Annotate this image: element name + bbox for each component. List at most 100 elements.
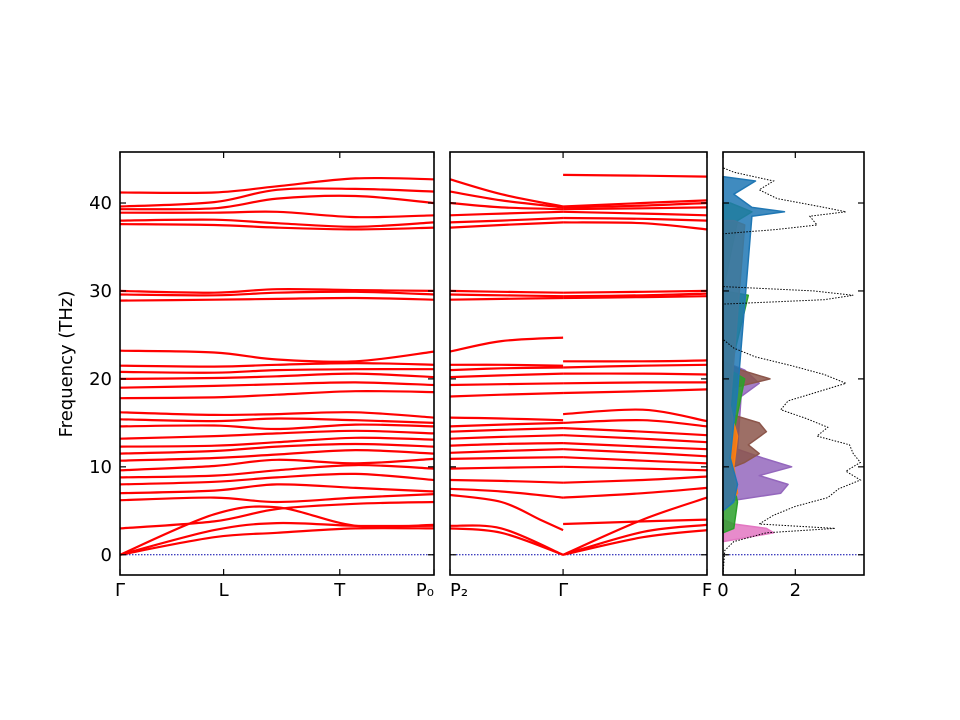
phonon-band-29	[562, 529, 708, 556]
y-tick-label: 40	[89, 193, 112, 214]
phonon-band-2	[449, 524, 564, 556]
phonon-band-56	[563, 199, 708, 208]
x-tick-label: Γ	[115, 580, 125, 601]
phonon-band-7	[119, 472, 435, 486]
phonon-band-49	[563, 292, 708, 298]
phonon-band-17	[449, 366, 564, 372]
panel-2-frame	[449, 151, 708, 576]
x-tick-label: T	[333, 580, 346, 601]
phonon-band-10	[119, 448, 435, 462]
phonon-band-4	[119, 500, 435, 530]
phonon-band-40	[563, 427, 708, 437]
phonon-band-41	[563, 419, 708, 428]
x-tick-label: L	[219, 580, 229, 601]
phonon-band-15	[449, 382, 564, 387]
phonon-band-21	[449, 293, 564, 298]
phonon-band-23	[119, 296, 435, 302]
phonon-band-4	[449, 487, 564, 499]
phonon-band-22	[449, 289, 564, 294]
phonon-band-53	[563, 210, 708, 217]
projected-dos-6	[722, 175, 786, 512]
phonon-band-51	[563, 221, 708, 231]
panel-1-frame	[119, 151, 435, 576]
phonon-band-12	[449, 421, 564, 428]
phonon-band-14	[449, 391, 564, 398]
phonon-band-21	[119, 362, 435, 368]
phonon-band-14	[119, 423, 435, 431]
phonon-band-20	[119, 368, 435, 374]
phonon-band-44	[563, 381, 708, 385]
phonon-band-23	[449, 221, 564, 229]
phonon-band-17	[119, 390, 435, 400]
panel-1: 0 10 20 30 40 Γ L T P₀	[89, 151, 435, 601]
panel-2: P₂ Γ F	[449, 151, 712, 601]
phonon-band-31	[563, 518, 708, 526]
x-tick-label: P₂	[450, 580, 468, 601]
phonon-band-36	[563, 456, 708, 465]
phonon-band-32	[562, 496, 708, 556]
phonon-band-18	[119, 381, 435, 389]
x-tick-label: Γ	[558, 580, 568, 601]
phonon-band-3	[449, 493, 564, 532]
x-tick-label: 2	[790, 580, 801, 601]
phonon-band-35	[563, 465, 708, 472]
phonon-band-43	[563, 388, 708, 395]
phonon-band-34	[563, 475, 708, 484]
phonon-band-11	[449, 427, 564, 433]
phonon-band-20	[449, 296, 564, 301]
panel-1-axes: 0 10 20 30 40 Γ L T P₀	[89, 152, 435, 601]
phonon-band-27	[119, 218, 435, 228]
phonon-band-46	[563, 363, 708, 369]
phonon-band-16	[449, 372, 564, 379]
phonon-band-38	[563, 442, 708, 451]
x-tick-label: P₀	[416, 580, 434, 601]
phonon-band-42	[563, 408, 708, 423]
phonon-band-13	[449, 416, 564, 422]
phonon-band-26	[119, 223, 435, 231]
phonon-band-55	[563, 201, 708, 209]
phonon-band-5	[119, 493, 435, 504]
phonon-band-26	[449, 201, 564, 211]
phonon-band-9	[119, 457, 435, 472]
phonon-band-19	[119, 372, 435, 380]
y-tick-label: 30	[89, 281, 112, 302]
phonon-band-37	[563, 448, 708, 458]
phonon-band-52	[563, 216, 708, 222]
panel-dos-plot	[722, 167, 864, 576]
phonon-band-3	[119, 505, 435, 556]
y-tick-label: 0	[101, 545, 112, 566]
phonon-band-47	[563, 359, 708, 363]
panel-2-axes: P₂ Γ F	[449, 152, 712, 601]
panel-1-plot	[119, 176, 435, 556]
phonon-band-30	[119, 187, 435, 208]
y-tick-label: 10	[89, 457, 112, 478]
phonon-band-19	[449, 336, 564, 353]
phonon-band-7	[449, 456, 564, 460]
x-tick-label: F	[702, 580, 712, 601]
phonon-band-39	[563, 434, 708, 444]
panel-dos-frame	[722, 151, 865, 576]
phonon-band-24	[119, 290, 435, 297]
phonon-band-25	[449, 210, 564, 217]
phonon-band-15	[119, 417, 435, 424]
phonon-band-8	[119, 463, 435, 479]
phonon-band-6	[119, 483, 435, 495]
phonon-band-1	[119, 526, 435, 556]
phonon-band-45	[563, 372, 708, 376]
phonon-band-57	[563, 173, 708, 178]
x-tick-label: 0	[717, 580, 728, 601]
phonon-band-50	[563, 289, 708, 294]
phonon-band-31	[119, 176, 435, 195]
phonon-band-11	[119, 442, 435, 455]
phonon-band-12	[119, 436, 435, 448]
phonon-band-6	[449, 465, 564, 470]
phonon-band-27	[449, 190, 564, 209]
phonon-band-5	[449, 478, 564, 484]
phonon-band-9	[449, 442, 564, 447]
y-axis-label: Frequency (THz)	[56, 291, 77, 438]
phonon-band-54	[563, 206, 708, 211]
phonon-band-28	[449, 178, 564, 208]
